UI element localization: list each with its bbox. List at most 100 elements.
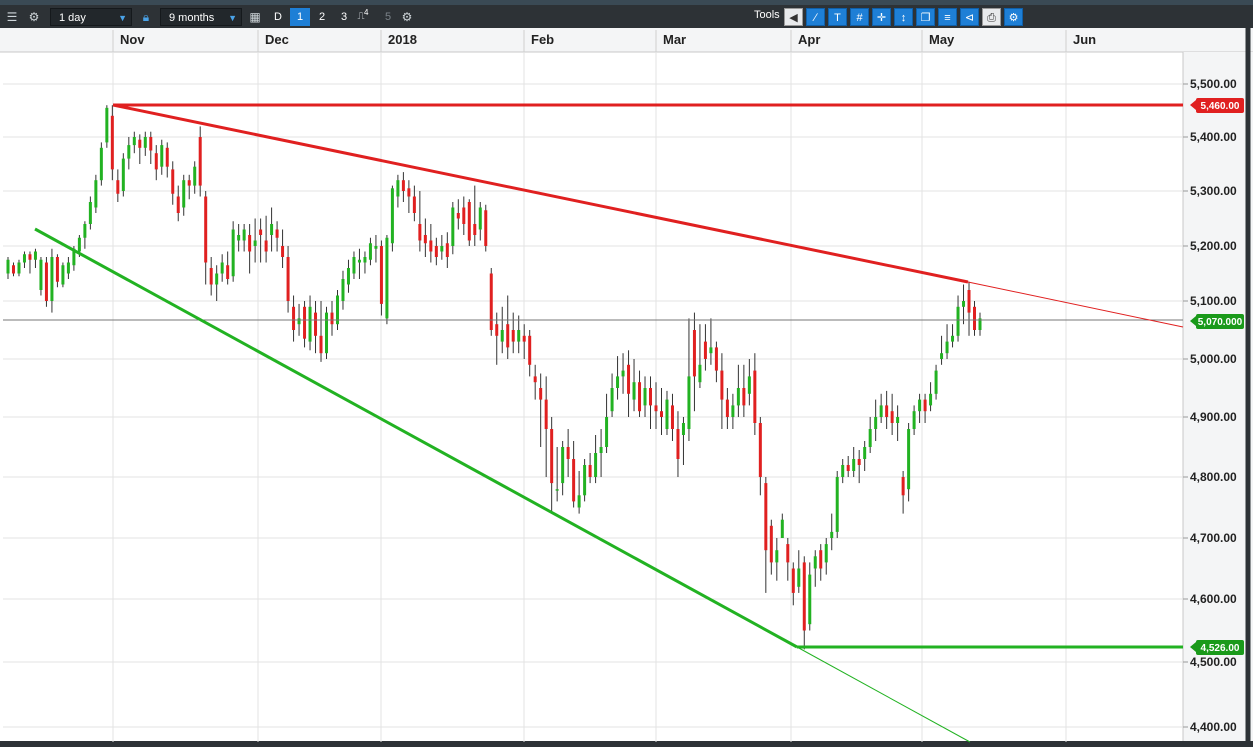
candle-body[interactable] [819,550,823,569]
candle-body[interactable] [841,465,845,477]
fibonacci-icon[interactable]: ≡ [938,8,957,26]
candle-body[interactable] [830,531,834,538]
candle-body[interactable] [610,388,614,412]
candle-body[interactable] [445,243,449,257]
candle-body[interactable] [396,180,400,197]
menu-icon[interactable]: ☰ [6,10,18,24]
layers-icon[interactable]: ❐ [916,8,935,26]
candle-body[interactable] [346,268,350,285]
lower-trendline[interactable] [34,227,798,649]
lock-icon[interactable]: 🔒︎ [142,10,150,24]
candle-body[interactable] [758,423,762,477]
candle-body[interactable] [714,347,718,371]
candle-body[interactable] [747,376,751,394]
candle-body[interactable] [138,139,142,148]
candle-body[interactable] [83,224,87,238]
candle-body[interactable] [533,376,537,383]
crosshair-icon[interactable]: ✛ [872,8,891,26]
candle-body[interactable] [72,248,76,266]
candle-body[interactable] [77,237,81,252]
candle-body[interactable] [670,405,674,429]
candle-body[interactable] [308,306,312,342]
candle-body[interactable] [17,262,21,274]
candle-body[interactable] [643,388,647,406]
candle-body[interactable] [676,429,680,459]
candle-body[interactable] [786,544,790,563]
candle-body[interactable] [33,251,37,260]
candle-body[interactable] [11,265,15,274]
candle-body[interactable] [561,447,565,484]
candle-body[interactable] [890,411,894,423]
candle-body[interactable] [539,388,543,400]
candle-body[interactable] [357,259,361,263]
candle-body[interactable] [204,196,208,263]
candle-body[interactable] [286,257,290,301]
candle-body[interactable] [303,306,307,339]
config-icon[interactable]: ⚙ [1004,8,1023,26]
candle-body[interactable] [110,115,114,170]
candle-body[interactable] [412,196,416,214]
candle-body[interactable] [742,388,746,406]
indicator-icon[interactable]: ↕ [894,8,913,26]
candle-body[interactable] [379,246,383,304]
candle-body[interactable] [879,405,883,417]
candle-body[interactable] [88,202,92,224]
candle-body[interactable] [912,411,916,429]
candle-body[interactable] [143,137,147,148]
candle-body[interactable] [116,180,120,194]
candle-body[interactable] [352,257,356,274]
candle-body[interactable] [99,147,103,181]
candle-body[interactable] [835,477,839,532]
candle-body[interactable] [297,318,301,325]
descending-trendline[interactable] [112,103,969,284]
candle-body[interactable] [665,399,669,429]
candle-body[interactable] [231,229,235,277]
candle-body[interactable] [945,341,949,354]
candle-body[interactable] [418,224,422,241]
candle-body[interactable] [363,257,367,263]
trendline-icon[interactable]: ⊲ [960,8,979,26]
candle-body[interactable] [857,459,861,465]
candle-body[interactable] [325,312,329,354]
candle-body[interactable] [511,330,515,342]
candle-body[interactable] [440,246,444,252]
candle-body[interactable] [736,388,740,406]
candle-body[interactable] [907,429,911,490]
candle-body[interactable] [121,158,125,191]
candle-body[interactable] [544,399,548,429]
candle-body[interactable] [555,489,559,491]
candle-body[interactable] [489,273,493,331]
candle-body[interactable] [896,417,900,423]
candle-body[interactable] [725,399,729,417]
candle-body[interactable] [423,235,427,244]
candle-body[interactable] [198,137,202,186]
candle-body[interactable] [808,574,812,625]
candle-body[interactable] [253,240,257,247]
interval-dropdown[interactable]: 1 day ▼ [50,8,132,26]
candle-body[interactable] [550,429,554,484]
candle-body[interactable] [775,550,779,563]
candle-body[interactable] [132,137,136,146]
candle-body[interactable] [846,465,850,471]
candle-body[interactable] [484,210,488,246]
candle-body[interactable] [616,376,620,388]
candle-body[interactable] [654,405,658,412]
candle-body[interactable] [220,262,224,274]
candle-body[interactable] [248,235,252,252]
candle-body[interactable] [973,306,977,330]
candle-type-icon[interactable]: ⎍ [357,11,365,22]
candle-body[interactable] [901,477,905,496]
candle-body[interactable] [868,429,872,447]
candle-body[interactable] [6,259,10,274]
candle-body[interactable] [929,393,933,406]
back-arrow-icon[interactable]: ◀ [784,8,803,26]
candle-body[interactable] [215,273,219,285]
candle-body[interactable] [264,240,268,252]
candle-body[interactable] [176,196,180,214]
candle-body[interactable] [319,335,323,354]
candle-body[interactable] [967,290,971,313]
candle-body[interactable] [500,330,504,342]
candle-body[interactable] [105,107,109,143]
calendar-icon[interactable]: ▦ [249,10,261,24]
candle-body[interactable] [127,145,131,159]
